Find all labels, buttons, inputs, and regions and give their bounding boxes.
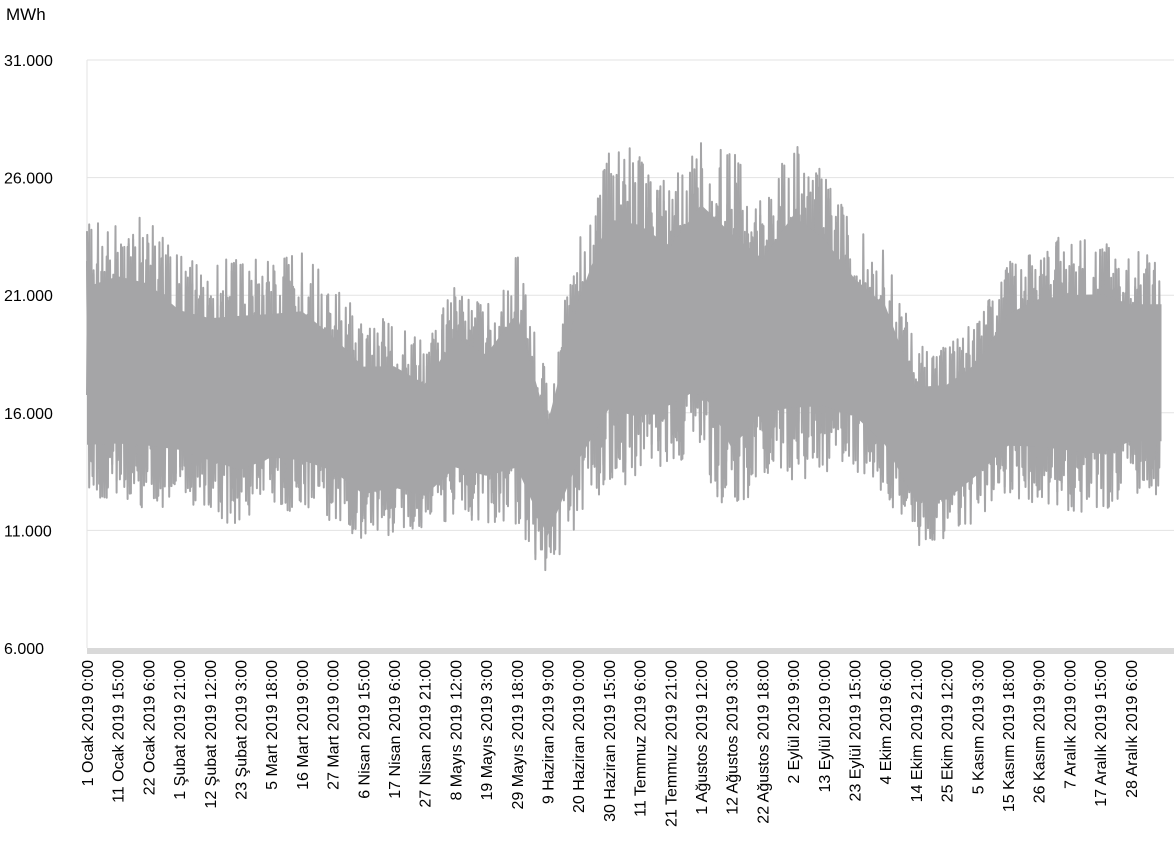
x-tick-label-16: 20 Haziran 2019 0:00 [571, 660, 588, 813]
x-tick-label-5: 23 Şubat 2019 3:00 [234, 660, 251, 800]
x-axis-tick-labels: 1 Ocak 2019 0:00 11 Ocak 2019 15:00 22 Oca… [80, 660, 1141, 827]
x-tick-label-6: 5 Mart 2019 18:00 [264, 660, 281, 790]
x-tick-label-3: 1 Şubat 2019 21:00 [172, 660, 189, 800]
x-tick-label-12: 8 Mayıs 2019 12:00 [448, 660, 465, 801]
x-tick-label-1: 11 Ocak 2019 15:00 [111, 660, 128, 803]
y-axis-tick-labels: 31.000 26.000 21.000 16.000 11.000 6.000 [4, 53, 53, 658]
x-tick-label-4: 12 Şubat 2019 12:00 [203, 660, 220, 809]
x-tick-label-32: 7 Aralık 2019 0:00 [1062, 660, 1079, 789]
x-tick-label-15: 9 Haziran 2019 9:00 [541, 660, 558, 804]
x-tick-label-34: 28 Aralık 2019 6:00 [1124, 660, 1141, 798]
x-tick-label-23: 2 Eylül 2019 9:00 [786, 660, 803, 784]
series-core-band [87, 204, 1162, 536]
x-tick-label-0: 1 Ocak 2019 0:00 [80, 660, 97, 786]
x-axis-line [87, 648, 1174, 654]
y-tick-label-5: 6.000 [4, 641, 44, 658]
x-tick-label-8: 27 Mart 2019 0:00 [326, 660, 343, 790]
x-tick-label-2: 22 Ocak 2019 6:00 [141, 660, 158, 795]
y-tick-label-1: 26.000 [4, 171, 53, 188]
x-tick-label-19: 21 Temmuz 2019 21:00 [663, 660, 680, 827]
x-tick-label-30: 15 Kasım 2019 18:00 [1001, 660, 1018, 812]
x-tick-label-33: 17 Aralık 2019 15:00 [1093, 660, 1110, 807]
x-tick-label-13: 19 Mayıs 2019 3:00 [479, 660, 496, 801]
x-tick-label-26: 4 Ekim 2019 6:00 [878, 660, 895, 785]
x-tick-label-10: 17 Nisan 2019 6:00 [387, 660, 404, 799]
x-tick-label-18: 11 Temmuz 2019 6:00 [633, 660, 650, 817]
x-tick-label-24: 13 Eylül 2019 0:00 [817, 660, 834, 793]
y-tick-label-3: 16.000 [4, 406, 53, 423]
x-tick-label-17: 30 Haziran 2019 15:00 [602, 660, 619, 822]
x-tick-label-27: 14 Ekim 2019 21:00 [909, 660, 926, 802]
x-tick-label-31: 26 Kasım 2019 9:00 [1032, 660, 1049, 803]
x-tick-label-29: 5 Kasım 2019 3:00 [970, 660, 987, 794]
x-tick-label-21: 12 Ağustos 2019 3:00 [725, 660, 742, 815]
series-line-consumption [86, 142, 1162, 572]
x-tick-label-28: 25 Ekim 2019 12:00 [940, 660, 957, 802]
x-axis [87, 648, 1174, 654]
y-tick-label-0: 31.000 [4, 53, 53, 70]
x-tick-label-11: 27 Nisan 2019 21:00 [418, 660, 435, 808]
y-tick-label-2: 21.000 [4, 288, 53, 305]
x-tick-label-20: 1 Ağustos 2019 12:00 [694, 660, 711, 815]
y-axis-unit-label: MWh [6, 5, 46, 24]
x-tick-label-14: 29 Mayıs 2019 18:00 [510, 660, 527, 810]
x-tick-label-25: 23 Eylül 2019 15:00 [848, 660, 865, 802]
y-tick-label-4: 11.000 [4, 523, 52, 540]
x-tick-label-9: 6 Nisan 2019 15:00 [356, 660, 373, 799]
x-tick-label-22: 22 Ağustos 2019 18:00 [755, 660, 772, 824]
x-tick-label-7: 16 Mart 2019 9:00 [295, 660, 312, 790]
